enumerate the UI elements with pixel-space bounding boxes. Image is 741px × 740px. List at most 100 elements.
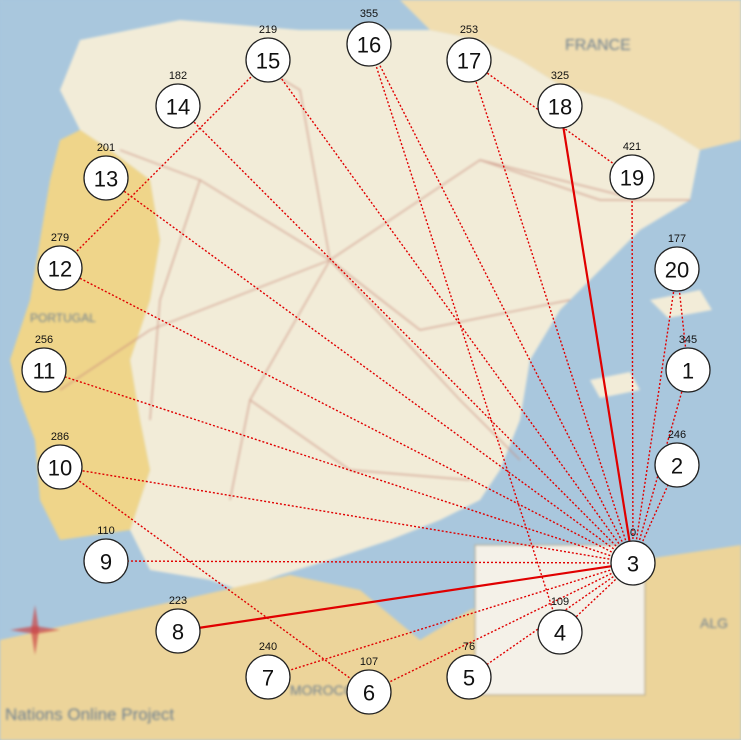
node-id-label: 6	[363, 681, 375, 706]
node-weight-label: 240	[259, 641, 277, 653]
portugal-area	[10, 130, 160, 540]
edge-3-5	[474, 564, 631, 674]
edge-3-1	[633, 376, 689, 560]
graph-node-20[interactable]: 20 177	[654, 233, 700, 292]
node-weight-label: 76	[463, 641, 475, 653]
node-id-label: 14	[166, 95, 190, 120]
node-id-label: 4	[554, 621, 566, 646]
node-id-label: 5	[463, 666, 475, 691]
node-id-label: 8	[172, 620, 184, 645]
node-weight-label: 279	[51, 232, 69, 244]
graph-node-2[interactable]: 2 246	[654, 429, 700, 488]
node-weight-label: 355	[360, 8, 378, 20]
graph-node-9[interactable]: 9 110	[83, 525, 129, 584]
graph-node-16[interactable]: 16 355	[346, 8, 392, 67]
graph-node-10[interactable]: 10 286	[37, 431, 83, 490]
graph-node-7[interactable]: 7 240	[245, 641, 291, 700]
node-id-label: 17	[457, 49, 481, 74]
node-weight-label: 246	[668, 429, 686, 441]
node-id-label: 12	[48, 257, 72, 282]
edge-3-12	[65, 270, 630, 562]
node-id-label: 7	[262, 666, 274, 691]
node-id-label: 19	[620, 166, 644, 191]
balearic-islands	[590, 290, 712, 398]
edge-3-10	[66, 464, 630, 564]
node-circle	[537, 83, 583, 129]
edge-10-6	[62, 468, 364, 689]
graph-node-5[interactable]: 5 76	[446, 641, 492, 700]
node-id-label: 1	[682, 359, 694, 384]
graph-node-17[interactable]: 17 253	[446, 24, 492, 83]
edge-3-19	[627, 183, 638, 560]
node-circle	[346, 669, 392, 715]
node-id-label: 10	[48, 456, 72, 481]
graph-node-11[interactable]: 11 256	[21, 334, 67, 393]
node-id-label: 3	[627, 552, 639, 577]
edge-12-15	[62, 64, 264, 266]
node-circle	[665, 347, 711, 393]
spain-area	[60, 20, 700, 590]
node-weight-label: 107	[360, 656, 378, 668]
edge-layer	[50, 49, 692, 690]
morocco-label: MOROCCO	[290, 682, 365, 698]
graph-node-4[interactable]: 4 109	[537, 596, 583, 655]
node-circle	[83, 538, 129, 584]
node-circle	[446, 37, 492, 83]
algeria-label: ALG	[700, 615, 728, 631]
edge-3-13	[111, 181, 631, 562]
node-id-label: 18	[548, 95, 572, 120]
node-id-label: 15	[256, 49, 280, 74]
edge-3-14	[182, 110, 631, 561]
graph-node-18[interactable]: 18 325	[537, 70, 583, 129]
graph-node-13[interactable]: 13 201	[83, 142, 129, 201]
node-weight-label: 286	[51, 431, 69, 443]
node-circle	[245, 654, 291, 700]
edge-3-6	[375, 564, 630, 690]
node-layer: 1345224630410957661077240822391101028611…	[21, 8, 711, 715]
node-id-label: 16	[357, 33, 381, 58]
node-weight-label: 345	[679, 334, 697, 346]
graph-node-8[interactable]: 8 223	[155, 595, 201, 654]
edge-4-16	[369, 50, 560, 629]
node-weight-label: 110	[97, 525, 115, 537]
graph-node-6[interactable]: 6 107	[346, 656, 392, 715]
edge-3-18	[557, 112, 634, 560]
node-weight-label: 201	[97, 142, 115, 154]
graph-node-1[interactable]: 1 345	[665, 334, 711, 393]
edge-3-17	[469, 66, 633, 560]
graph-node-12[interactable]: 12 279	[37, 232, 83, 291]
edge-19-17	[474, 63, 630, 176]
node-weight-label: 182	[169, 70, 187, 82]
france-area	[400, 0, 741, 150]
node-weight-label: 109	[551, 596, 569, 608]
node-circle	[245, 37, 291, 83]
edge-3-11	[50, 370, 630, 563]
edge-3-20	[632, 275, 680, 560]
node-circle	[37, 245, 83, 291]
node-circle	[654, 246, 700, 292]
compass-rose	[10, 605, 60, 655]
graph-node-15[interactable]: 15 219	[245, 24, 291, 83]
map-credit-label: Nations Online Project	[5, 705, 174, 724]
node-weight-label: 0	[630, 527, 636, 539]
node-id-label: 9	[100, 550, 112, 575]
france-label: FRANCE	[565, 37, 631, 54]
portugal-label: PORTUGAL	[30, 311, 96, 325]
node-weight-label: 256	[35, 334, 53, 346]
graph-node-19[interactable]: 19 421	[609, 141, 655, 200]
graph-node-14[interactable]: 14 182	[155, 70, 201, 129]
node-id-label: 13	[94, 167, 118, 192]
edge-3-9	[112, 556, 630, 567]
node-id-label: 11	[33, 359, 56, 384]
node-weight-label: 177	[668, 233, 686, 245]
node-circle	[155, 608, 201, 654]
node-circle	[537, 609, 583, 655]
node-circle	[609, 154, 655, 200]
node-weight-label: 253	[460, 24, 478, 36]
node-weight-label: 219	[259, 24, 277, 36]
graph-node-3[interactable]: 30	[610, 527, 656, 586]
edge-3-7	[274, 563, 630, 677]
node-circle	[37, 444, 83, 490]
